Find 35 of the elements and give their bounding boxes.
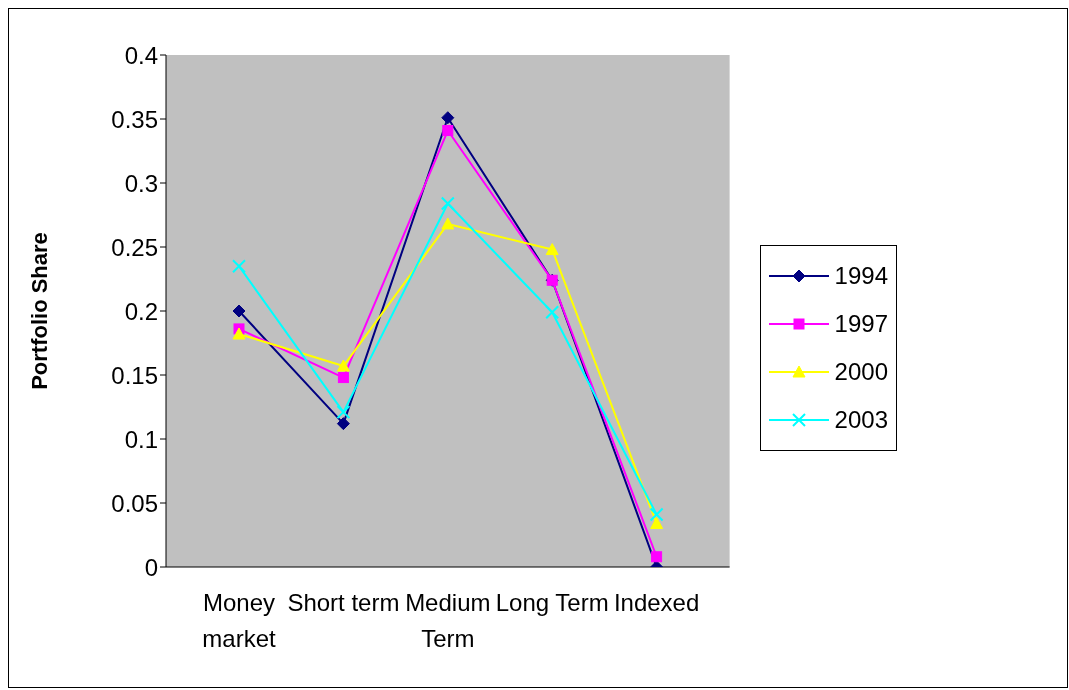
point bbox=[232, 327, 246, 340]
y-tick-label: 0.3 bbox=[124, 169, 158, 197]
x-tick-label: Long Term bbox=[495, 588, 609, 616]
point bbox=[442, 125, 454, 137]
point bbox=[440, 196, 455, 211]
legend-label: 2003 bbox=[834, 406, 888, 434]
x-tick-label: Money market bbox=[202, 588, 276, 652]
point bbox=[545, 305, 560, 320]
legend-label: 2000 bbox=[834, 358, 888, 386]
y-tick-label: 0.05 bbox=[111, 489, 158, 517]
y-tick-label: 0.15 bbox=[111, 361, 158, 389]
point bbox=[232, 259, 246, 274]
legend-label: 1997 bbox=[834, 310, 888, 338]
point bbox=[545, 243, 559, 256]
y-tick-label: 0.2 bbox=[124, 297, 158, 325]
legend-label: 1994 bbox=[834, 262, 888, 290]
point bbox=[650, 516, 664, 529]
point bbox=[336, 359, 350, 372]
point bbox=[441, 111, 455, 125]
y-axis-title: Portfolio Share bbox=[26, 232, 52, 390]
x-tick-label: Indexed bbox=[613, 588, 700, 616]
y-tick-label: 0 bbox=[144, 553, 158, 581]
point bbox=[337, 372, 349, 384]
point bbox=[441, 217, 455, 230]
y-tick-label: 0.1 bbox=[124, 425, 158, 453]
y-tick-label: 0.35 bbox=[111, 105, 158, 133]
point bbox=[336, 405, 351, 420]
point bbox=[232, 304, 246, 318]
point bbox=[649, 507, 664, 522]
x-tick-label: Short term bbox=[287, 588, 400, 616]
y-tick-label: 0.4 bbox=[124, 41, 158, 69]
point bbox=[651, 551, 663, 563]
point bbox=[336, 417, 350, 431]
y-tick-label: 0.25 bbox=[111, 233, 158, 261]
x-tick-label: Medium Term bbox=[405, 588, 491, 652]
